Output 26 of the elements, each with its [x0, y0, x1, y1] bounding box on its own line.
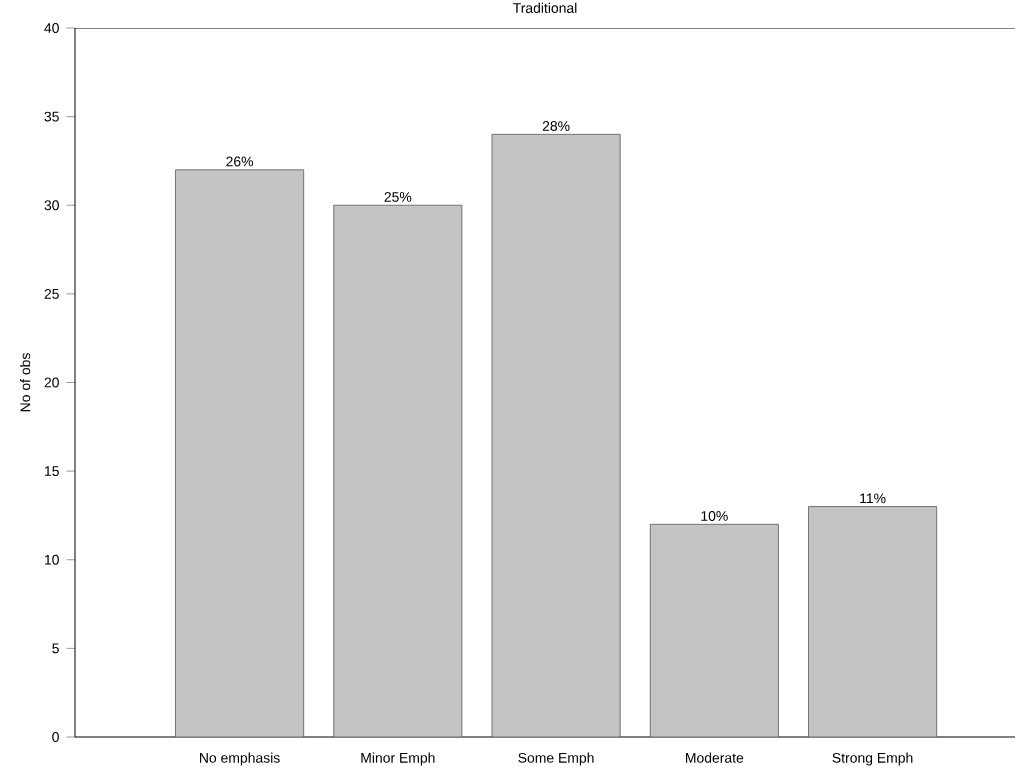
annotation: 26% — [226, 156, 254, 167]
bar — [808, 506, 938, 737]
y-tick-label: 15 — [45, 466, 59, 476]
y-tick-label: 0 — [52, 732, 59, 742]
y-tick-label: 30 — [44, 200, 59, 211]
x-tick-label: Some Emph — [518, 752, 594, 766]
annotation: 25% — [384, 192, 412, 202]
y-tick-label: 20 — [44, 377, 59, 388]
annotation: 10% — [701, 511, 728, 521]
annotation: 28% — [542, 121, 570, 131]
y-tick-label: 35 — [44, 111, 59, 122]
bar — [175, 169, 305, 737]
y-axis-title: No of obs — [20, 353, 31, 412]
y-tick-label: 10 — [45, 554, 59, 565]
x-tick-label: Minor Emph — [361, 752, 435, 766]
x-tick-label: No emphasis — [200, 752, 280, 766]
annotation: 11% — [860, 493, 886, 504]
x-tick-label: Moderate — [686, 752, 744, 763]
chart-title: Traditional — [513, 2, 577, 13]
bar — [491, 133, 621, 737]
bar — [649, 523, 779, 737]
bar — [333, 204, 463, 737]
y-tick-label: 40 — [44, 23, 59, 33]
x-tick-label: Strong Emph — [832, 752, 913, 766]
y-tick-label: 5 — [52, 643, 59, 654]
y-tick-label: 25 — [44, 288, 59, 299]
